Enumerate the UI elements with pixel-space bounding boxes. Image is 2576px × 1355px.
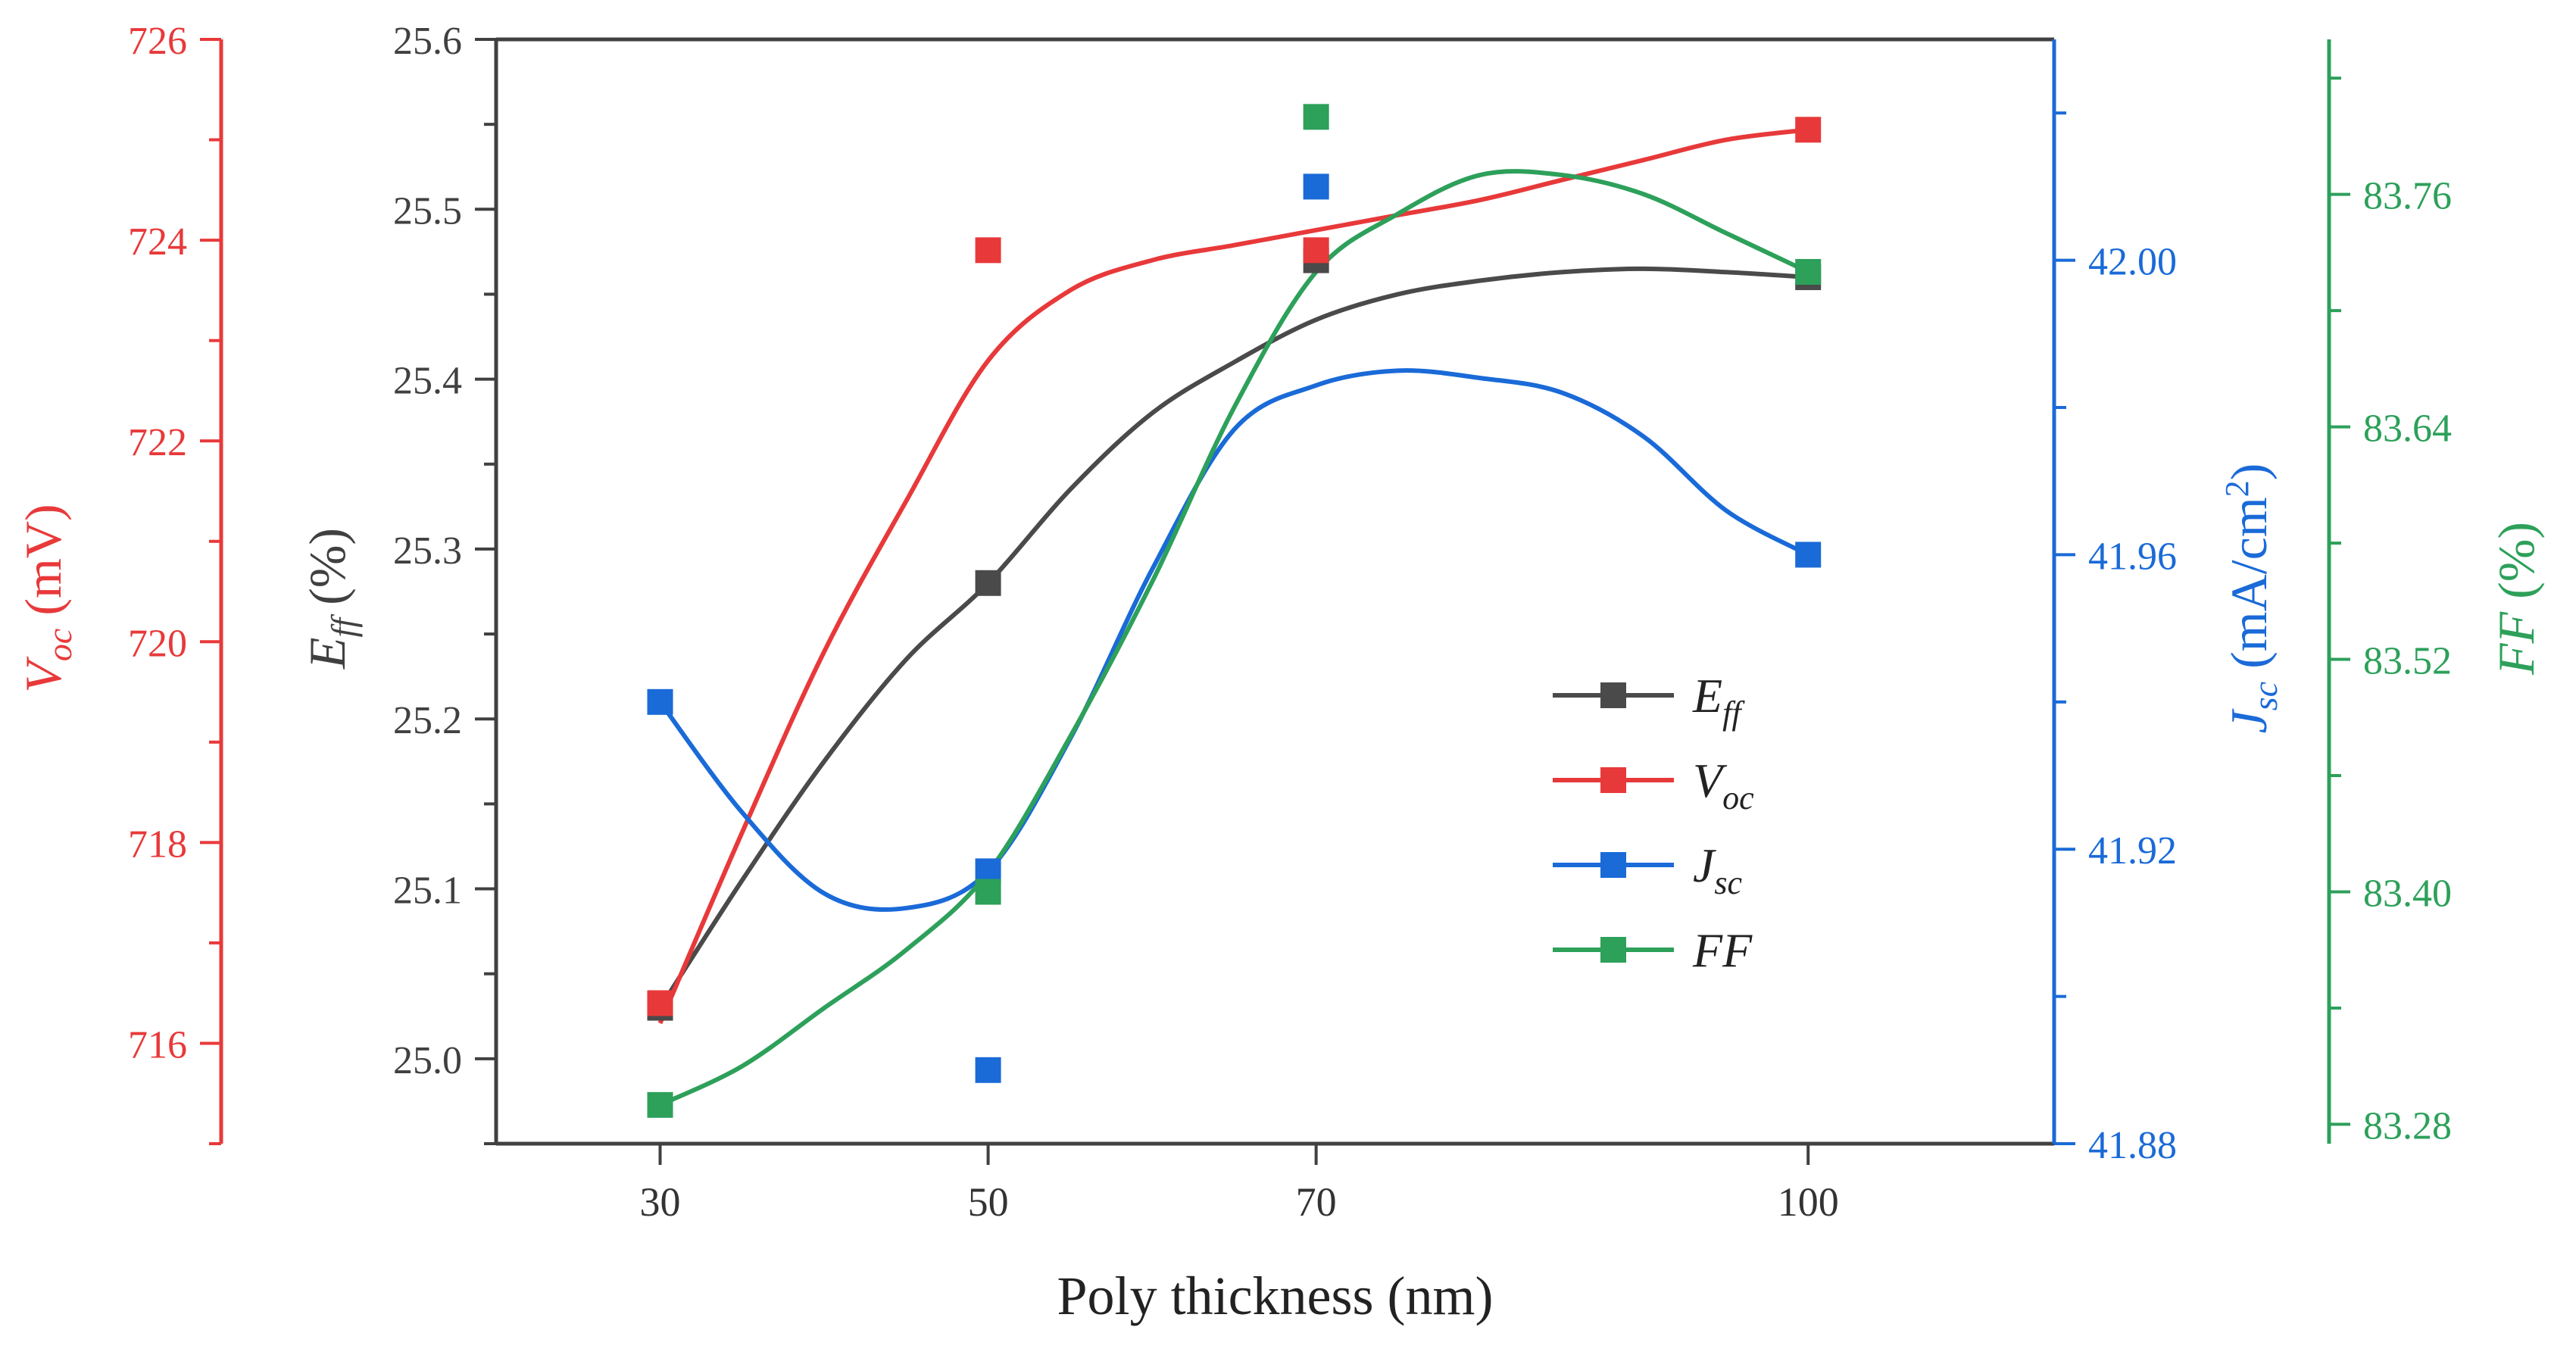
legend-marker-jsc xyxy=(1600,852,1626,878)
jsc-axis-title: Jsc (mA/cm2) xyxy=(2218,464,2284,734)
legend-marker-eff xyxy=(1600,682,1626,708)
eff-tick-label: 25.1 xyxy=(393,870,462,913)
ff-tick-label: 83.28 xyxy=(2363,1104,2452,1147)
legend-label-sub: oc xyxy=(1722,779,1754,816)
x-tick-label: 100 xyxy=(1778,1179,1839,1225)
jsc-axis-title-unit: (mA/cm xyxy=(2220,497,2278,682)
voc-point xyxy=(1795,117,1822,143)
jsc-point xyxy=(1303,173,1329,200)
legend-label-sub: sc xyxy=(1714,864,1742,901)
points-layer xyxy=(647,104,1822,1118)
jsc-axis-title-close: ) xyxy=(2220,464,2278,481)
jsc-tick-label: 41.88 xyxy=(2088,1124,2177,1167)
eff-axis-title-text: Eff (%) xyxy=(298,528,363,670)
legend-label-sub: ff xyxy=(1722,695,1745,732)
legend-label-main: FF xyxy=(1692,923,1753,977)
curves-layer xyxy=(657,127,1809,1107)
x-tick-label: 50 xyxy=(968,1179,1009,1225)
jsc-axis-title-main: J xyxy=(2220,708,2278,733)
jsc-tick-label: 42.00 xyxy=(2088,241,2177,284)
ff-curve xyxy=(659,169,1809,1107)
voc-axis-title-sub: oc xyxy=(40,629,79,661)
ff-point xyxy=(647,1091,673,1118)
legend-item-ff: FF xyxy=(1553,923,1753,977)
legend-label-jsc: Jsc xyxy=(1693,838,1743,901)
ff-tick-label: 83.52 xyxy=(2363,640,2452,683)
eff-tick-label: 25.2 xyxy=(393,699,462,742)
legend-label-main: J xyxy=(1693,838,1716,892)
x-tick-label: 30 xyxy=(640,1179,681,1225)
voc-tick-label: 726 xyxy=(128,20,187,63)
voc-tick-label: 718 xyxy=(128,823,187,866)
jsc-point xyxy=(647,688,673,715)
jsc-tick-label: 41.96 xyxy=(2088,535,2177,578)
legend-item-voc: Voc xyxy=(1553,754,1754,816)
ff-point xyxy=(1303,104,1329,130)
ff-axis-title-text: FF (%) xyxy=(2487,522,2545,676)
legend-label-main: E xyxy=(1692,669,1722,723)
voc-point xyxy=(647,990,673,1016)
jsc-point xyxy=(1795,542,1822,568)
legend-label-ff: FF xyxy=(1692,923,1753,977)
legend-item-eff: Eff xyxy=(1553,669,1745,732)
voc-tick-label: 720 xyxy=(128,622,187,665)
voc-axis-title: Voc (mV) xyxy=(14,504,79,692)
ff-tick-label: 83.64 xyxy=(2363,407,2452,451)
eff-tick-label: 25.0 xyxy=(393,1039,462,1082)
x-tick-label: 70 xyxy=(1296,1179,1337,1225)
voc-axis-title-unit: (mV) xyxy=(14,504,72,628)
voc-tick-label: 722 xyxy=(128,421,187,464)
x-axis-title: Poly thickness (nm) xyxy=(1057,1266,1494,1326)
legend-item-jsc: Jsc xyxy=(1553,838,1743,901)
ff-point xyxy=(1795,258,1822,285)
legend-marker-ff xyxy=(1600,937,1626,963)
voc-tick-label: 724 xyxy=(128,220,187,264)
eff-tick-label: 25.4 xyxy=(393,360,462,403)
ff-tick-label: 83.76 xyxy=(2363,175,2452,218)
ff-axis-title-unit: (%) xyxy=(2487,522,2545,612)
eff-axis-title: Eff (%) xyxy=(298,528,363,670)
eff-point xyxy=(975,570,1001,596)
ff-point xyxy=(975,879,1001,905)
eff-tick-label: 25.6 xyxy=(393,20,462,63)
legend-label-main: V xyxy=(1693,754,1728,807)
voc-point xyxy=(1303,237,1329,264)
legend-label-eff: Eff xyxy=(1692,669,1745,732)
jsc-axis-title-sub: sc xyxy=(2246,682,2284,710)
eff-curve xyxy=(658,266,1809,1010)
eff-tick-label: 25.5 xyxy=(393,189,462,233)
voc-axis-title-text: Voc (mV) xyxy=(14,504,79,692)
jsc-point xyxy=(975,1057,1001,1083)
ff-tick-label: 83.40 xyxy=(2363,872,2452,915)
ff-axis-title-main: FF xyxy=(2487,610,2545,676)
eff-tick-label: 25.3 xyxy=(393,529,462,573)
voc-curve xyxy=(657,127,1809,1025)
axes-layer: 30 50 70 100 Poly thickness (nm) 716 718 720 722… xyxy=(14,20,2545,1326)
voc-point xyxy=(975,237,1001,264)
ff-axis-title: FF (%) xyxy=(2487,522,2545,676)
legend-label-voc: Voc xyxy=(1693,754,1754,816)
voc-axis-title-main: V xyxy=(14,656,72,693)
jsc-axis-title-sup: 2 xyxy=(2218,480,2256,497)
legend-marker-voc xyxy=(1600,767,1626,793)
eff-axis-title-main: E xyxy=(298,637,356,670)
eff-axis-title-unit: (%) xyxy=(298,528,356,618)
jsc-tick-label: 41.92 xyxy=(2088,829,2177,873)
jsc-axis-title-text: Jsc (mA/cm2) xyxy=(2218,464,2284,734)
voc-tick-label: 716 xyxy=(128,1023,187,1066)
